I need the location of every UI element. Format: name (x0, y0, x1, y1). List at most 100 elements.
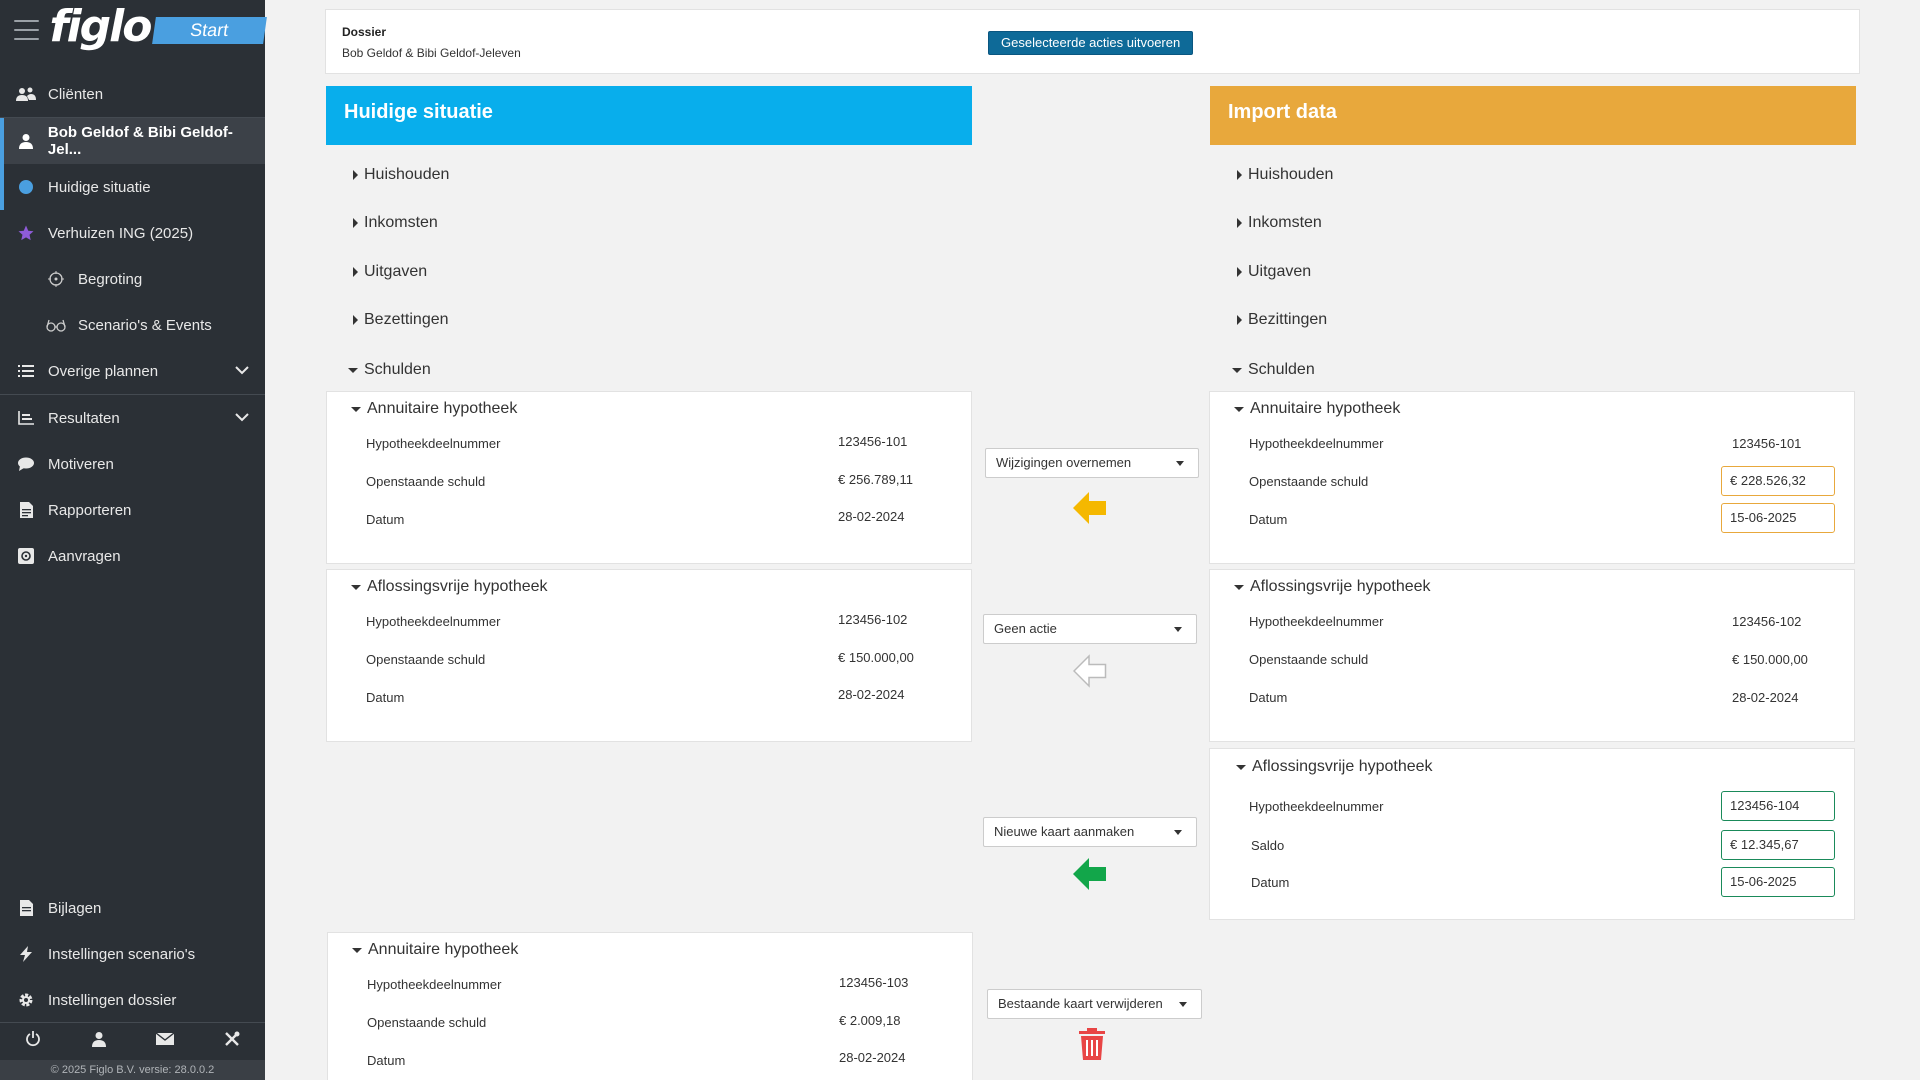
select-value: Nieuwe kaart aanmaken (994, 824, 1135, 839)
category-inkomsten[interactable]: Inkomsten (1237, 214, 1322, 232)
file-icon (16, 898, 36, 918)
sidebar-item-overige-plannen[interactable]: Overige plannen (0, 348, 265, 394)
sidebar-item-huidige-situatie[interactable]: Huidige situatie (0, 164, 265, 210)
sidebar-item-clienten[interactable]: Cliënten (0, 71, 265, 117)
category-label: Bezittingen (1248, 311, 1328, 328)
current-situation-header: Huidige situatie (326, 86, 972, 145)
field-value: € 150.000,00 (838, 650, 914, 665)
power-icon[interactable] (25, 1031, 41, 1052)
openstaande-schuld-input[interactable]: € 228.526,32 (1721, 466, 1835, 496)
field-label: Datum (366, 690, 405, 705)
category-uitgaven[interactable]: Uitgaven (353, 263, 427, 281)
select-value: Geen actie (994, 621, 1057, 636)
sidebar-item-aanvragen[interactable]: Aanvragen (0, 533, 265, 579)
card-title-text: Annuitaire hypotheek (367, 400, 518, 417)
field-value: 123456-101 (1732, 436, 1802, 451)
figlo-logo[interactable]: figlo (49, 1, 152, 52)
sidebar: figlo Start Cliënten Bob Geldof & Bibi G… (0, 0, 267, 1080)
category-bezettingen[interactable]: Bezettingen (353, 311, 449, 329)
card-title[interactable]: Aflossingsvrije hypotheek (1236, 758, 1433, 776)
sidebar-item-motiveren[interactable]: Motiveren (0, 441, 265, 487)
action-select-verwijderen[interactable]: Bestaande kaart verwijderen (987, 989, 1202, 1019)
field-label: Hypotheekdeelnummer (1249, 436, 1384, 451)
gear-icon (16, 990, 36, 1010)
card-title[interactable]: Aflossingsvrije hypotheek (351, 578, 548, 596)
card-title[interactable]: Annuitaire hypotheek (351, 400, 517, 418)
sidebar-item-resultaten[interactable]: Resultaten (0, 395, 265, 441)
field-label: Datum (1249, 690, 1288, 705)
user-icon[interactable] (91, 1031, 107, 1052)
safe-icon (16, 546, 36, 566)
sidebar-item-verhuizen[interactable]: Verhuizen ING (2025) (0, 210, 265, 256)
action-select-geen-actie[interactable]: Geen actie (983, 614, 1197, 644)
card-title[interactable]: Aflossingsvrije hypotheek (1234, 578, 1431, 596)
field-value: 123456-102 (838, 612, 908, 627)
saldo-input[interactable]: € 12.345,67 (1721, 830, 1835, 860)
sidebar-item-label: Cliënten (48, 85, 104, 103)
field-label: Hypotheekdeelnummer (366, 436, 501, 451)
execute-actions-button[interactable]: Geselecteerde acties uitvoeren (988, 31, 1194, 55)
caret-down-icon (351, 406, 361, 412)
field-label: Openstaande schuld (1249, 652, 1369, 667)
sidebar-item-instellingen-scenarios[interactable]: Instellingen scenario's (0, 931, 265, 977)
category-inkomsten[interactable]: Inkomsten (353, 214, 438, 232)
field-value: € 2.009,18 (839, 1013, 901, 1028)
field-label: Hypotheekdeelnummer (1249, 614, 1384, 629)
card-title[interactable]: Annuitaire hypotheek (352, 941, 518, 959)
category-bezittingen[interactable]: Bezittingen (1237, 311, 1327, 329)
category-label: Bezettingen (364, 311, 449, 328)
field-value: 28-02-2024 (838, 509, 905, 524)
tools-icon[interactable] (224, 1031, 240, 1052)
import-card-aflossingsvrij-1: Aflossingsvrije hypotheek Hypotheekdeeln… (1209, 569, 1855, 742)
category-uitgaven[interactable]: Uitgaven (1237, 263, 1311, 281)
category-huishouden[interactable]: Huishouden (1237, 166, 1333, 184)
category-label: Schulden (364, 361, 431, 378)
caret-right-icon (353, 218, 358, 228)
sidebar-item-begroting[interactable]: Begroting (0, 256, 265, 302)
current-card-aflossingsvrij: Aflossingsvrije hypotheek Hypotheekdeeln… (326, 569, 972, 742)
card-title[interactable]: Annuitaire hypotheek (1234, 400, 1400, 418)
sidebar-footer (0, 1022, 265, 1060)
chevron-down-icon[interactable] (235, 362, 249, 379)
mail-icon[interactable] (155, 1032, 175, 1051)
sidebar-item-client[interactable]: Bob Geldof & Bibi Geldof-Jel... (0, 118, 265, 164)
sidebar-item-rapporteren[interactable]: Rapporteren (0, 487, 265, 533)
field-label: Datum (366, 512, 405, 527)
import-data-header: Import data (1210, 86, 1856, 145)
hypotheekdeelnummer-input[interactable]: 123456-104 (1721, 791, 1835, 821)
caret-right-icon (1237, 170, 1242, 180)
caret-down-icon (1234, 406, 1244, 412)
chevron-down-icon[interactable] (235, 409, 249, 426)
sidebar-item-scenarios[interactable]: Scenario's & Events (0, 302, 265, 348)
category-huishouden[interactable]: Huishouden (353, 166, 449, 184)
field-value: 28-02-2024 (1732, 690, 1799, 705)
field-label: Saldo (1251, 838, 1285, 853)
caret-right-icon (1237, 218, 1242, 228)
field-value: € 150.000,00 (1732, 652, 1808, 667)
trash-icon[interactable] (1078, 1028, 1106, 1060)
category-schulden[interactable]: Schulden (1232, 361, 1315, 379)
caret-right-icon (1237, 267, 1242, 277)
category-label: Uitgaven (1248, 263, 1312, 280)
action-select-wijzigingen[interactable]: Wijzigingen overnemen (985, 448, 1199, 478)
sidebar-item-label: Bijlagen (48, 899, 102, 917)
sidebar-item-label: Verhuizen ING (2025) (48, 224, 194, 242)
card-title-text: Aflossingsvrije hypotheek (367, 578, 548, 595)
datum-input[interactable]: 15-06-2025 (1721, 867, 1835, 897)
comment-icon (16, 454, 36, 474)
field-label: Openstaande schuld (1249, 474, 1369, 489)
category-schulden[interactable]: Schulden (348, 361, 431, 379)
sidebar-item-instellingen-dossier[interactable]: Instellingen dossier (0, 977, 265, 1023)
menu-icon[interactable] (14, 20, 40, 40)
action-select-nieuwe-kaart[interactable]: Nieuwe kaart aanmaken (983, 817, 1197, 847)
sidebar-item-bijlagen[interactable]: Bijlagen (0, 885, 265, 931)
card-title-text: Aflossingsvrije hypotheek (1250, 578, 1431, 595)
start-button[interactable]: Start (152, 16, 267, 44)
caret-down-icon (348, 367, 358, 373)
caret-down-icon (1234, 584, 1244, 590)
datum-input[interactable]: 15-06-2025 (1721, 503, 1835, 533)
circle-icon (16, 177, 36, 197)
field-label: Hypotheekdeelnummer (366, 614, 501, 629)
sidebar-item-label: Aanvragen (48, 547, 121, 565)
caret-down-icon (1232, 367, 1242, 373)
